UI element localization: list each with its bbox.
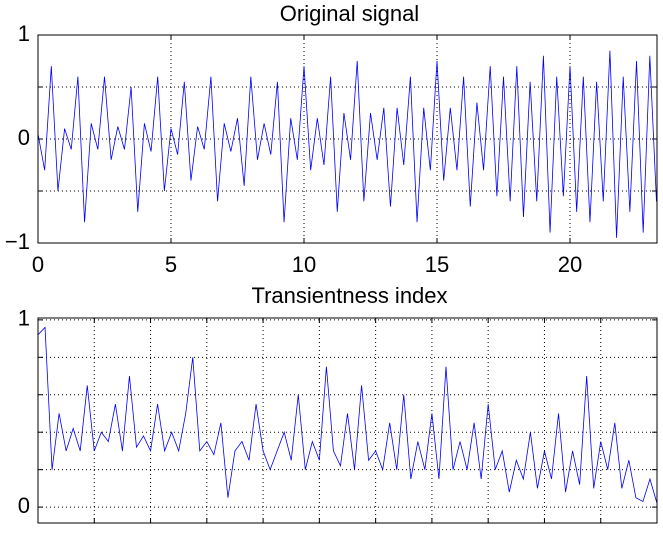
chart-title: Original signal: [280, 1, 419, 26]
x-tick-label: 10: [292, 252, 316, 277]
signal-line: [38, 50, 657, 238]
x-tick-label: 15: [425, 252, 449, 277]
chart-title: Transientness index: [251, 283, 447, 308]
plot-frame: [37, 317, 658, 524]
plot-frame: [37, 34, 658, 244]
signal-line: [38, 326, 657, 504]
y-tick-label: 1: [18, 21, 30, 46]
y-tick-label: 0: [18, 493, 30, 518]
plot-background: [38, 318, 657, 523]
x-tick-label: 0: [32, 252, 44, 277]
y-tick-label: −1: [5, 229, 30, 254]
x-tick-label: 5: [165, 252, 177, 277]
x-tick-label: 20: [558, 252, 582, 277]
y-tick-label: 0: [18, 125, 30, 150]
y-tick-label: 1: [18, 306, 30, 331]
